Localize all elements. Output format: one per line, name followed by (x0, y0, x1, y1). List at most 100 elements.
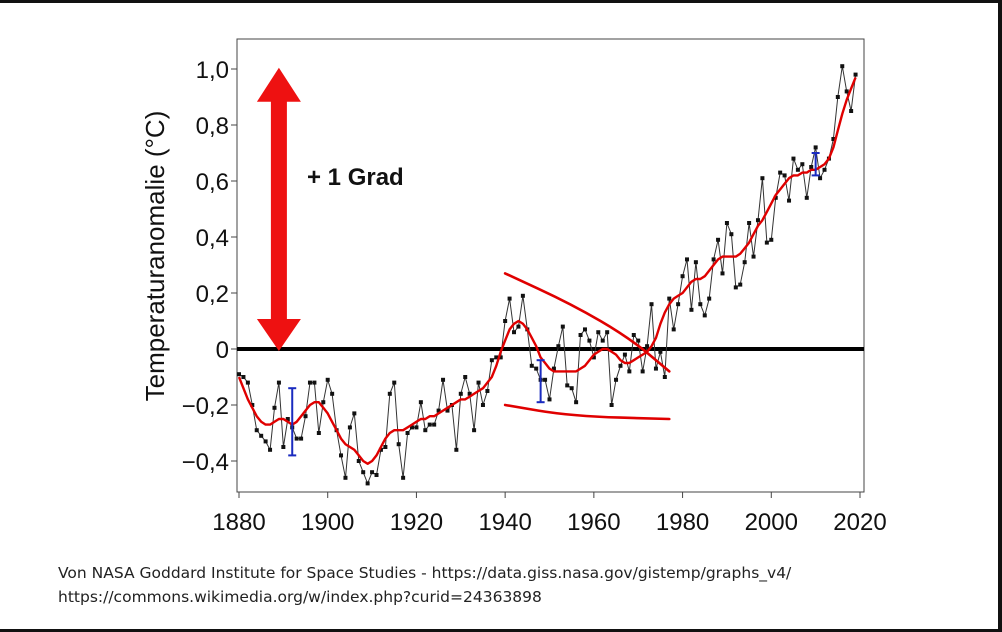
annual-mean-point (476, 380, 481, 385)
annual-mean-point (636, 338, 641, 343)
annual-mean-point (281, 445, 286, 449)
annual-mean-point (556, 344, 561, 349)
annual-mean-point (671, 327, 676, 332)
annual-mean-point (813, 145, 818, 150)
annual-mean-point (818, 176, 823, 181)
annual-mean-point (649, 302, 654, 307)
annual-mean-point (489, 358, 494, 363)
annual-mean-point (693, 260, 698, 265)
annual-mean-point (587, 338, 592, 343)
hand-drawn-lower-bound (503, 403, 671, 421)
hand-drawn-upper-bound (503, 272, 671, 373)
annual-mean-point (667, 296, 672, 301)
annual-mean-point (835, 95, 840, 99)
annual-mean-point (658, 349, 663, 354)
y-tick-label: 1,0 (196, 57, 229, 84)
annual-mean-point (764, 240, 769, 245)
annual-mean-point (600, 338, 605, 343)
annual-mean-point (791, 156, 796, 161)
annual-mean-point (698, 302, 703, 307)
annual-mean-point (529, 363, 534, 368)
annual-mean-point (689, 307, 694, 312)
x-tick-label: 2000 (745, 509, 798, 536)
y-tick-label: 0 (216, 337, 229, 364)
annual-mean-point (631, 333, 636, 337)
annual-mean-point (245, 380, 250, 385)
annual-mean-point (569, 386, 574, 391)
annual-mean-point (307, 380, 312, 385)
x-tick-label: 1940 (478, 509, 531, 536)
annual-mean-point (724, 221, 729, 225)
annual-mean-point (272, 405, 277, 410)
annual-mean-point (560, 324, 565, 329)
annual-mean-point (512, 330, 517, 335)
annual-mean-point (405, 431, 410, 435)
source-caption-line-1: Von NASA Goddard Institute for Space Stu… (58, 564, 792, 582)
annual-mean-point (702, 313, 707, 318)
annual-mean-point (427, 422, 432, 427)
y-tick-label: 0,6 (196, 169, 229, 196)
annual-mean-point (347, 425, 352, 430)
annual-mean-point (352, 411, 357, 416)
annual-mean-point (396, 442, 401, 447)
annual-mean-point (787, 198, 792, 203)
annual-mean-line (238, 66, 857, 485)
y-tick-label: −0,2 (182, 393, 229, 420)
annual-mean-point (614, 377, 619, 382)
annual-mean-point (809, 165, 814, 169)
annual-mean-point (831, 137, 836, 141)
annual-mean-point (370, 470, 375, 475)
annual-mean-point (414, 425, 419, 430)
x-tick-label: 1900 (301, 509, 354, 536)
annual-mean-point (738, 282, 743, 287)
annual-mean-point (507, 296, 512, 301)
x-tick-label: 1960 (567, 509, 620, 536)
annual-mean-point (325, 377, 330, 382)
annual-mean-point (769, 237, 774, 242)
annual-mean-point (503, 319, 508, 323)
annual-mean-point (733, 285, 738, 290)
annual-mean-point (591, 355, 596, 360)
annual-mean-point (378, 447, 383, 452)
annual-mean-point (498, 355, 503, 360)
source-caption-line-2: https://commons.wikimedia.org/w/index.ph… (58, 588, 542, 606)
annual-mean-point (605, 330, 610, 335)
annual-mean-point (844, 89, 849, 94)
annual-mean-point (436, 408, 441, 413)
annual-mean-point (343, 475, 348, 480)
annual-mean-point (268, 447, 273, 452)
annual-mean-point (494, 355, 499, 360)
annual-mean-point (782, 173, 787, 178)
annual-mean-point (454, 447, 459, 452)
annual-mean-point (401, 475, 406, 480)
y-tick-label: −0,4 (182, 449, 229, 476)
annual-mean-point (778, 170, 783, 175)
y-tick-label: 0,4 (196, 225, 229, 252)
annual-mean-point (853, 72, 858, 77)
annual-mean-point (804, 195, 809, 200)
annual-mean-point (551, 366, 556, 371)
annual-mean-point (720, 271, 725, 276)
annual-mean-point (742, 260, 747, 265)
x-tick-label: 1920 (390, 509, 443, 536)
annual-mean-point (729, 232, 734, 237)
annual-mean-point (472, 428, 477, 433)
annual-mean-point (822, 167, 827, 172)
annual-mean-point (622, 352, 627, 357)
annual-mean-point (250, 403, 255, 407)
annual-mean-point (263, 439, 268, 444)
annual-mean-point (276, 380, 281, 385)
annual-mean-point (711, 257, 716, 262)
annual-mean-point (432, 422, 437, 427)
annual-mean-point (685, 257, 690, 262)
annual-mean-point (409, 425, 414, 430)
annual-mean-point (565, 383, 570, 388)
annual-mean-point (751, 254, 756, 259)
annual-mean-point (795, 167, 800, 172)
annual-mean-point (653, 366, 658, 371)
annual-mean-point (676, 302, 681, 307)
x-tick-label: 2020 (833, 509, 886, 536)
annual-mean-point (716, 237, 721, 242)
annual-mean-point (755, 218, 760, 223)
